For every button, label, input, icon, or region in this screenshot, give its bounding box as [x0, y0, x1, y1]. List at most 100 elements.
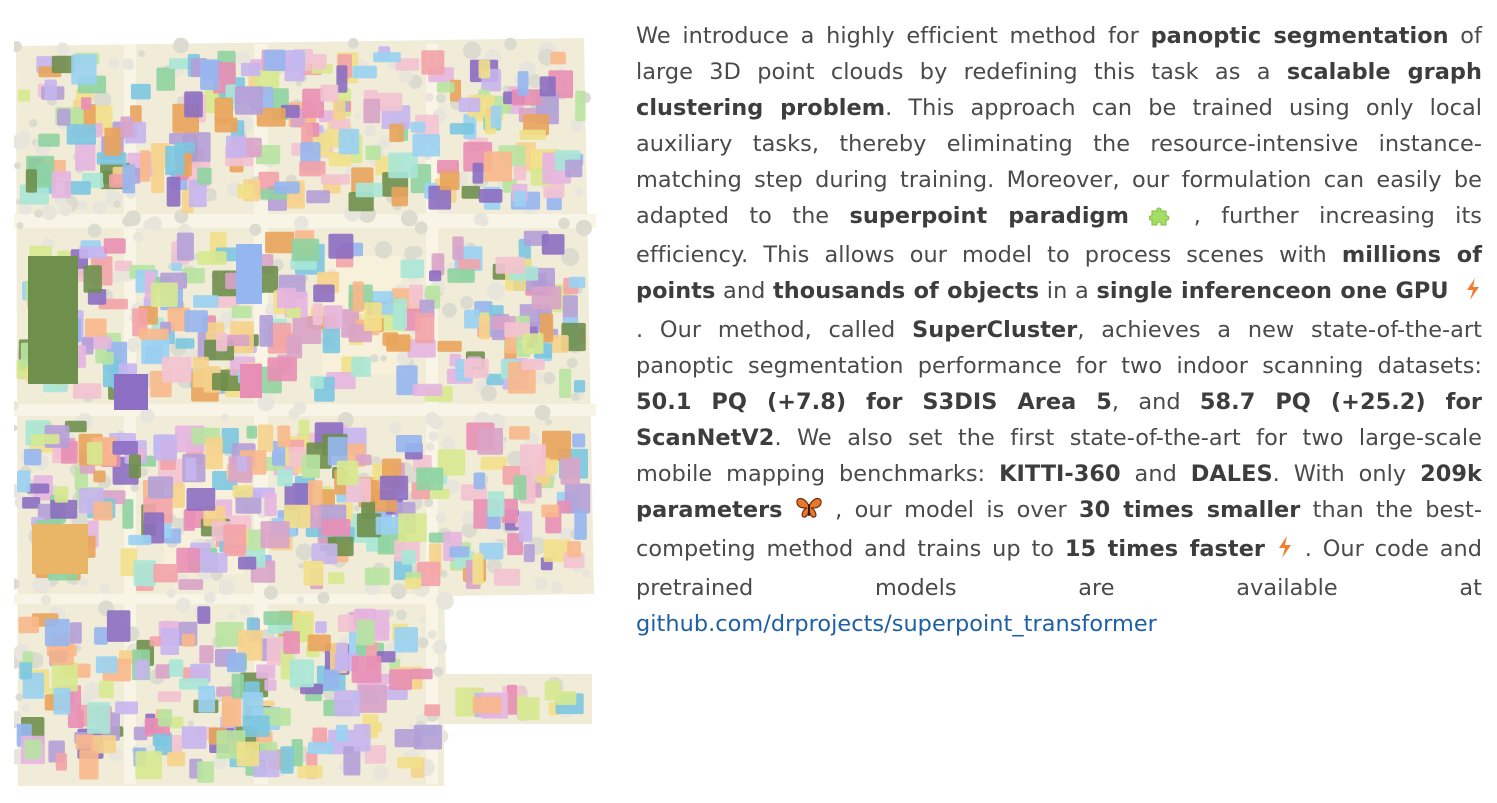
building [151, 164, 164, 194]
building [153, 564, 178, 583]
building [541, 234, 565, 255]
tree [126, 62, 134, 70]
tree [220, 414, 229, 422]
building [181, 726, 207, 749]
tree [32, 575, 51, 594]
building [544, 680, 561, 701]
building [155, 664, 171, 679]
tree [574, 187, 584, 197]
building [355, 454, 372, 466]
building [176, 547, 200, 573]
building [509, 426, 530, 440]
building [424, 704, 441, 717]
tree [374, 241, 393, 259]
building [133, 560, 156, 587]
building [22, 497, 41, 509]
abstract-bold: 50.1 PQ (+7.8) for S3DIS Area 5 [636, 389, 1112, 415]
building [79, 246, 108, 259]
building [412, 383, 443, 396]
building [381, 105, 411, 130]
building [214, 117, 238, 133]
building [284, 50, 305, 82]
building [158, 709, 173, 727]
building [94, 627, 108, 645]
building [267, 357, 297, 382]
building [472, 162, 484, 184]
building [556, 691, 577, 705]
building [544, 459, 559, 474]
building [301, 454, 321, 479]
point-cloud-image [14, 37, 596, 786]
building [165, 145, 185, 176]
building [351, 655, 382, 683]
building [175, 338, 195, 349]
tree [288, 408, 301, 420]
building [464, 309, 480, 329]
building [234, 86, 264, 115]
tree [558, 217, 570, 229]
abstract-bold: 58.7 PQ (+25.2) for ScanNetV2 [636, 389, 1482, 451]
abstract-text: in a [1039, 278, 1097, 304]
abstract-bold: scalable graph clustering problem [636, 59, 1483, 121]
abstract-text: . We also set the first state-of-the-art… [636, 425, 1482, 487]
building [256, 664, 276, 679]
building [480, 456, 508, 470]
building [71, 54, 97, 85]
building [264, 49, 286, 71]
building [150, 282, 178, 307]
tree [428, 431, 439, 442]
building [264, 679, 277, 691]
building [545, 512, 562, 534]
butterfly-icon [795, 495, 823, 531]
building [449, 546, 470, 558]
tree [34, 209, 43, 218]
building [203, 505, 226, 527]
building [397, 756, 423, 769]
abstract-bold: superpoint paradigm [849, 203, 1130, 229]
building [410, 668, 433, 680]
building [197, 251, 227, 265]
abstract-text: , and [1111, 389, 1200, 415]
building [478, 189, 503, 203]
tree [379, 136, 391, 149]
building [394, 729, 422, 748]
tree [543, 371, 556, 385]
building [103, 238, 126, 254]
building [253, 750, 280, 778]
building [135, 751, 163, 780]
building [343, 746, 361, 776]
building [242, 715, 270, 737]
building [212, 296, 239, 308]
building [260, 521, 290, 549]
tree [504, 37, 517, 51]
building [172, 483, 185, 508]
tree [16, 222, 24, 230]
building [412, 134, 440, 157]
building [447, 268, 475, 283]
building [557, 500, 571, 514]
building [242, 692, 264, 718]
building [81, 97, 92, 110]
building [19, 662, 32, 680]
tree [566, 357, 578, 369]
abstract-text: , further increasing its efficiency. Thi… [636, 203, 1482, 268]
building [320, 84, 339, 102]
building [90, 735, 116, 754]
tree [56, 42, 70, 56]
building [221, 696, 242, 727]
building [560, 457, 580, 485]
building [461, 185, 480, 199]
building [519, 444, 546, 476]
tree [473, 212, 488, 226]
building [421, 50, 445, 75]
building [280, 746, 294, 774]
building [87, 289, 107, 305]
building [256, 107, 286, 127]
github-link[interactable]: github.com/drprojects/superpoint_transfo… [636, 611, 1157, 637]
tree [113, 200, 121, 208]
tree [138, 50, 145, 58]
building [565, 159, 583, 178]
building [83, 265, 102, 293]
building [334, 690, 361, 717]
